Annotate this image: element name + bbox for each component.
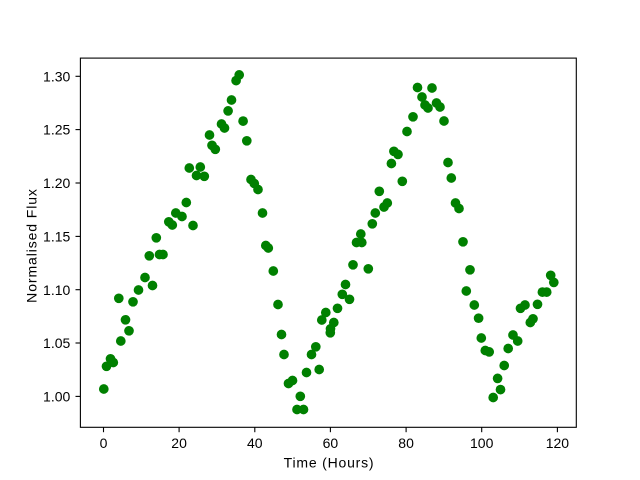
svg-text:1.25: 1.25 — [43, 122, 70, 138]
svg-text:1.30: 1.30 — [43, 68, 70, 84]
svg-text:40: 40 — [247, 435, 263, 451]
svg-text:80: 80 — [398, 435, 414, 451]
svg-text:20: 20 — [171, 435, 187, 451]
svg-text:1.15: 1.15 — [43, 228, 70, 244]
svg-text:1.05: 1.05 — [43, 335, 70, 351]
svg-text:1.00: 1.00 — [43, 388, 70, 404]
svg-text:120: 120 — [546, 435, 570, 451]
svg-text:1.10: 1.10 — [43, 282, 70, 298]
svg-text:1.20: 1.20 — [43, 175, 70, 191]
svg-text:Time (Hours): Time (Hours) — [284, 455, 375, 471]
svg-text:0: 0 — [100, 435, 108, 451]
svg-text:100: 100 — [470, 435, 494, 451]
svg-text:60: 60 — [323, 435, 339, 451]
svg-text:Normalised Flux: Normalised Flux — [24, 188, 40, 303]
